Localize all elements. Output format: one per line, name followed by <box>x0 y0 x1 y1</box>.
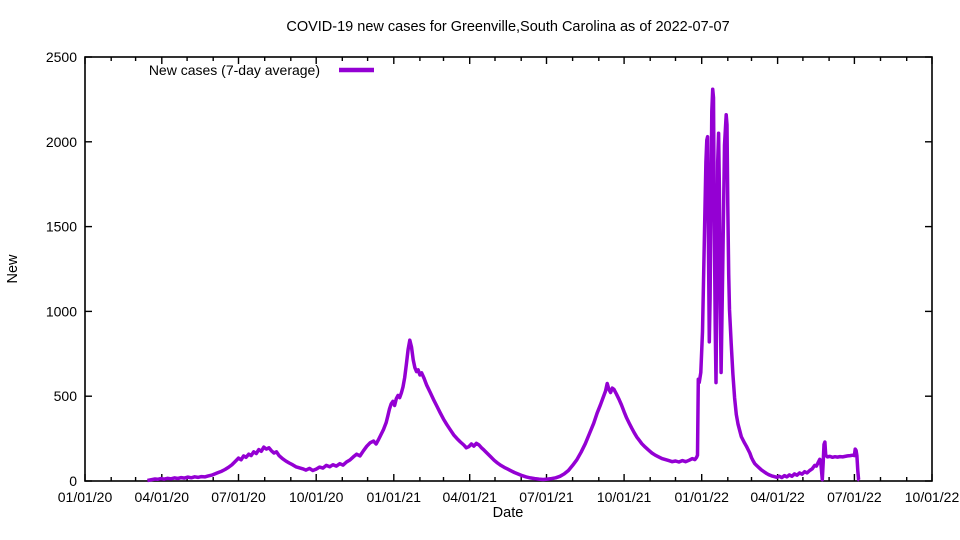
x-tick-label: 04/01/20 <box>135 489 190 505</box>
y-tick-label: 2500 <box>46 49 77 65</box>
x-tick-label: 07/01/21 <box>519 489 574 505</box>
legend-label: New cases (7-day average) <box>149 62 320 78</box>
y-tick-label: 1000 <box>46 303 77 319</box>
y-tick-label: 2000 <box>46 134 77 150</box>
y-tick-label: 1500 <box>46 219 77 235</box>
x-axis-title: Date <box>493 505 524 521</box>
x-tick-label: 01/01/22 <box>674 489 729 505</box>
x-tick-label: 07/01/22 <box>827 489 882 505</box>
axis-ticks <box>84 56 933 482</box>
x-tick-label: 10/01/22 <box>905 489 960 505</box>
plot-border-rect <box>84 56 933 482</box>
data-series-line <box>147 87 861 483</box>
y-tick-label: 0 <box>69 473 77 489</box>
x-tick-label: 10/01/20 <box>289 489 344 505</box>
x-tick-label: 04/01/22 <box>750 489 805 505</box>
x-tick-label: 04/01/21 <box>442 489 497 505</box>
x-tick-label: 01/01/20 <box>58 489 113 505</box>
x-tick-label: 10/01/21 <box>597 489 652 505</box>
plot-border <box>84 56 933 482</box>
axis-tick-labels: 01/01/20 04/01/20 07/01/20 10/01/20 01/01/21… <box>46 49 960 505</box>
legend: New cases (7-day average) <box>149 62 374 78</box>
y-tick-label: 500 <box>54 388 78 404</box>
x-tick-label: 07/01/20 <box>211 489 266 505</box>
x-tick-label: 01/01/21 <box>367 489 422 505</box>
y-axis-title: New <box>5 254 21 284</box>
chart-title: COVID-19 new cases for Greenville,South … <box>286 19 729 35</box>
